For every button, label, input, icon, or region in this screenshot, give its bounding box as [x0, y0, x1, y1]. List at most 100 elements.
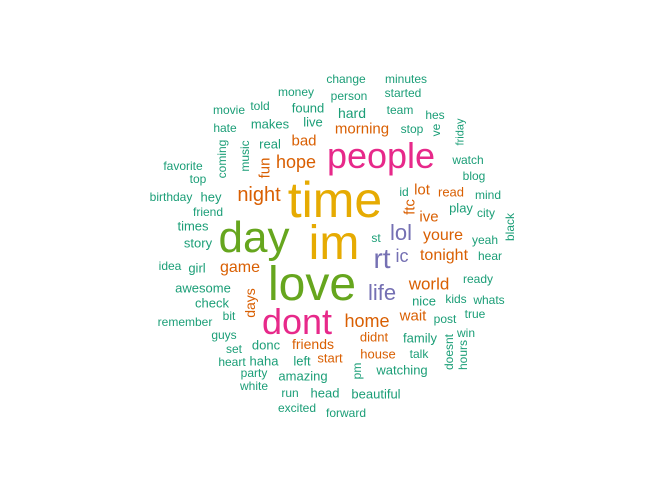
word-didnt: didnt — [359, 329, 389, 345]
word-found: found — [291, 100, 325, 116]
word-love: love — [267, 258, 357, 311]
word-hey: hey — [200, 189, 222, 205]
word-idea: idea — [158, 259, 182, 273]
word-rt: rt — [373, 243, 391, 274]
word-dont: dont — [261, 301, 333, 342]
word-change: change — [326, 72, 366, 86]
word-hate: hate — [213, 121, 237, 135]
word-hours: hours — [456, 339, 470, 371]
word-family: family — [403, 330, 437, 346]
word-beautiful: beautiful — [351, 386, 401, 402]
word-ve: ve — [429, 123, 443, 137]
word-heart: heart — [218, 355, 246, 369]
word-start: start — [317, 350, 343, 366]
word-ive: ive — [419, 208, 439, 226]
word-city: city — [477, 206, 495, 220]
word-check: check — [195, 295, 229, 311]
word-win: win — [456, 326, 476, 340]
word-hope: hope — [275, 152, 317, 172]
word-money: money — [277, 85, 315, 99]
word-awesome: awesome — [175, 280, 231, 296]
word-lol: lol — [389, 220, 413, 245]
word-pm: pm — [350, 362, 364, 380]
word-people: people — [326, 135, 436, 176]
word-guys: guys — [211, 328, 237, 342]
word-day: day — [218, 213, 290, 262]
word-lot: lot — [414, 181, 430, 199]
word-im: im — [308, 217, 360, 270]
word-talk: talk — [409, 347, 429, 361]
word-started: started — [384, 86, 422, 100]
word-minutes: minutes — [384, 72, 428, 86]
word-black: black — [503, 212, 517, 242]
word-run: run — [281, 386, 299, 400]
word-mind: mind — [474, 188, 502, 202]
word-favorite: favorite — [163, 159, 203, 173]
word-friend: friend — [192, 205, 224, 219]
word-night: night — [237, 184, 281, 206]
word-life: life — [367, 280, 397, 305]
word-left: left — [293, 353, 311, 369]
word-whats: whats — [473, 293, 505, 307]
word-play: play — [449, 200, 473, 216]
word-birthday: birthday — [149, 190, 193, 204]
word-read: read — [437, 184, 465, 200]
word-remember: remember — [157, 315, 213, 329]
word-music: music — [238, 140, 252, 172]
word-forward: forward — [325, 406, 367, 420]
word-doesnt: doesnt — [442, 333, 456, 371]
word-ftc: ftc — [401, 199, 419, 215]
word-haha: haha — [249, 353, 279, 369]
word-excited: excited — [277, 401, 317, 415]
word-movie: movie — [212, 103, 246, 117]
word-told: told — [250, 99, 270, 113]
word-fun: fun — [256, 157, 274, 179]
word-kids: kids — [445, 292, 467, 306]
word-ic: ic — [395, 246, 409, 266]
word-watching: watching — [376, 362, 428, 378]
word-hard: hard — [337, 105, 367, 121]
word-amazing: amazing — [278, 368, 328, 384]
word-hear: hear — [477, 249, 503, 263]
word-youre: youre — [422, 227, 464, 244]
word-times: times — [177, 218, 209, 234]
word-house: house — [360, 346, 396, 362]
word-head: head — [310, 385, 340, 401]
word-home: home — [344, 311, 390, 331]
word-nice: nice — [412, 293, 436, 309]
word-coming: coming — [215, 139, 229, 179]
word-game: game — [219, 259, 261, 276]
word-world: world — [408, 274, 450, 294]
word-team: team — [386, 103, 414, 117]
word-live: live — [303, 114, 323, 130]
word-tonight: tonight — [419, 247, 469, 264]
word-ready: ready — [462, 272, 494, 286]
word-blog: blog — [462, 169, 486, 183]
word-makes: makes — [250, 116, 290, 132]
word-white: white — [239, 379, 269, 393]
word-days: days — [242, 288, 258, 318]
word-stop: stop — [400, 122, 424, 136]
word-time: time — [287, 172, 383, 228]
word-watch: watch — [452, 153, 484, 167]
word-hes: hes — [425, 108, 445, 122]
word-person: person — [330, 89, 368, 103]
word-friends: friends — [291, 336, 335, 352]
word-bit: bit — [222, 309, 236, 323]
word-girl: girl — [188, 260, 206, 276]
word-story: story — [183, 235, 213, 251]
word-donc: donc — [251, 337, 281, 353]
word-real: real — [259, 136, 281, 152]
word-id: id — [399, 185, 409, 199]
word-top: top — [189, 172, 207, 186]
word-bad: bad — [291, 132, 317, 150]
word-party: party — [240, 366, 268, 380]
word-morning: morning — [334, 120, 390, 138]
word-true: true — [464, 307, 486, 321]
word-yeah: yeah — [471, 233, 499, 247]
word-st: st — [371, 231, 381, 245]
word-wait: wait — [399, 307, 427, 325]
word-post: post — [433, 312, 457, 326]
word-friday: friday — [454, 118, 467, 146]
